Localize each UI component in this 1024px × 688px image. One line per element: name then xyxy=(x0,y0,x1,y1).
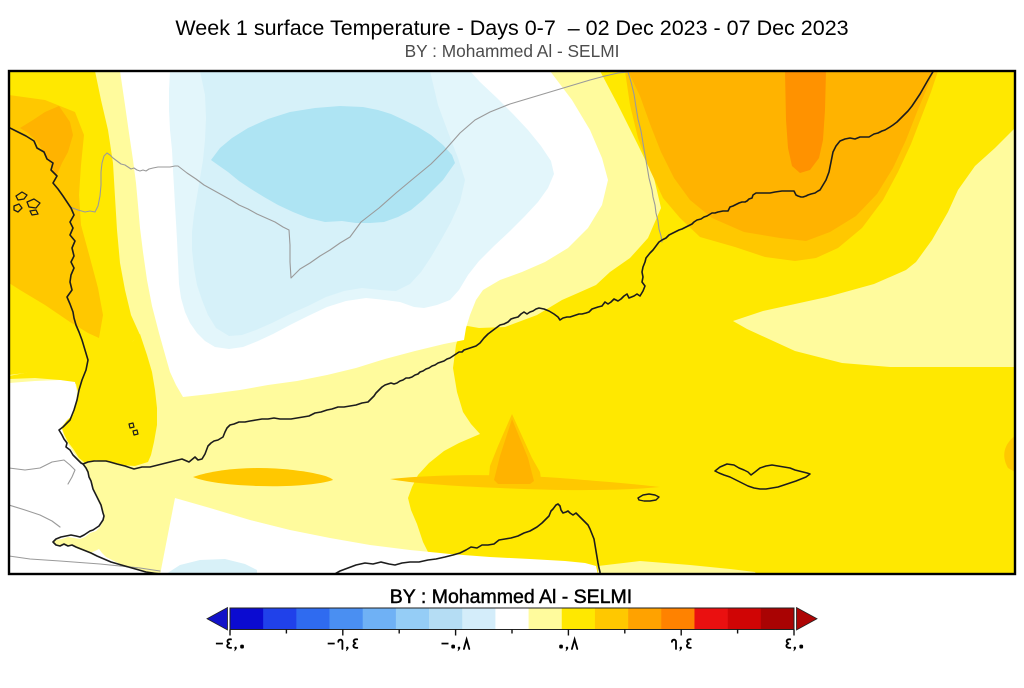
svg-text:Week 1 surface Temperature - D: Week 1 surface Temperature - Days 0-7 – … xyxy=(175,16,848,40)
svg-text:BY : Mohammed Al - SELMI: BY : Mohammed Al - SELMI xyxy=(390,586,632,608)
svg-text:BY : Mohammed Al - SELMI: BY : Mohammed Al - SELMI xyxy=(405,41,620,61)
